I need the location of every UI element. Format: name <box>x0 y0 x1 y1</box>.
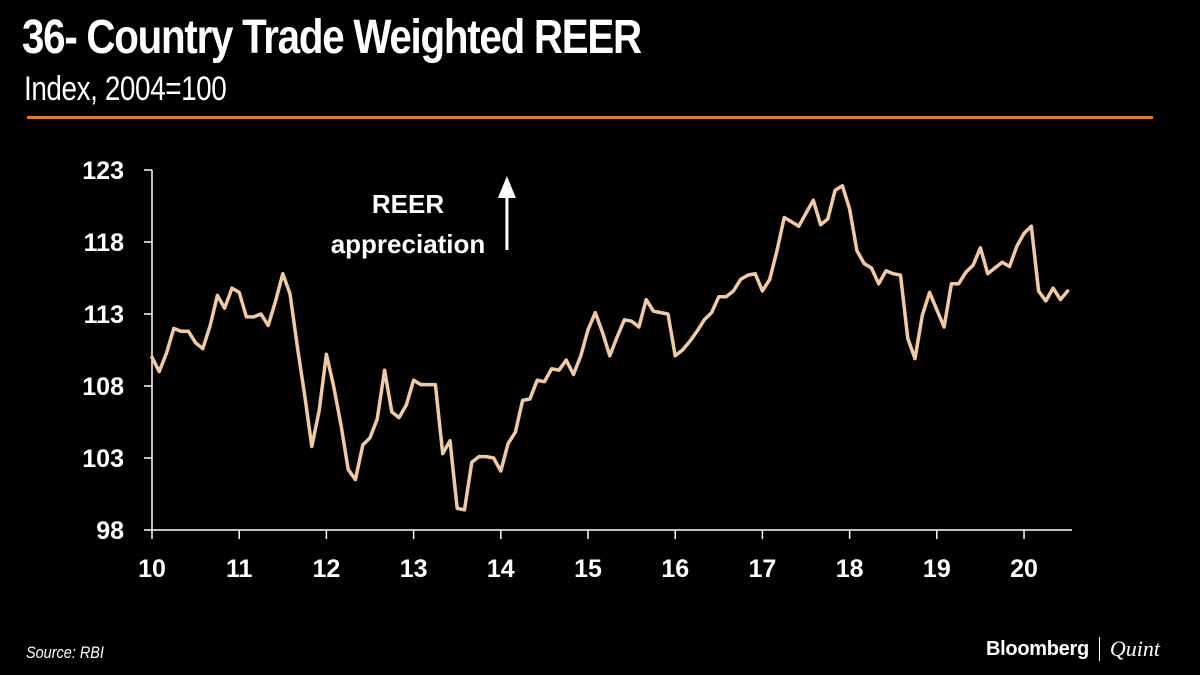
brand-divider <box>1098 637 1100 661</box>
x-tick-label: 16 <box>661 555 689 583</box>
y-tick-label: 98 <box>96 517 124 545</box>
y-tick-label: 108 <box>82 373 124 401</box>
annotation-text-line2: appreciation <box>331 229 486 259</box>
x-tick-label: 12 <box>313 555 341 583</box>
x-tick-label: 11 <box>226 555 253 583</box>
x-tick-label: 19 <box>923 555 951 583</box>
brand-name-bloomberg: Bloomberg <box>986 637 1089 660</box>
title-divider <box>27 116 1153 119</box>
brand-logo: Bloomberg Quint <box>986 636 1160 662</box>
annotation-arrow-up-icon <box>497 176 516 198</box>
y-tick-label: 113 <box>84 301 124 329</box>
chart-title: 36- Country Trade Weighted REER <box>22 11 642 64</box>
x-tick-label: 10 <box>138 555 166 583</box>
x-tick-label: 14 <box>487 555 515 583</box>
x-tick-label: 17 <box>749 555 777 583</box>
x-tick-label: 20 <box>1010 555 1038 583</box>
x-tick-label: 18 <box>836 555 864 583</box>
chart-subtitle: Index, 2004=100 <box>24 70 227 108</box>
x-tick-label: 15 <box>574 555 602 583</box>
y-tick-label: 103 <box>82 445 124 473</box>
source-note: Source: RBI <box>26 643 104 662</box>
x-tick-label: 13 <box>400 555 428 583</box>
y-tick-label: 123 <box>82 157 124 185</box>
y-tick-label: 118 <box>84 229 124 257</box>
brand-name-quint: Quint <box>1109 636 1160 661</box>
series-line-reer <box>150 184 1070 512</box>
annotation-text-line1: REER <box>372 189 444 219</box>
